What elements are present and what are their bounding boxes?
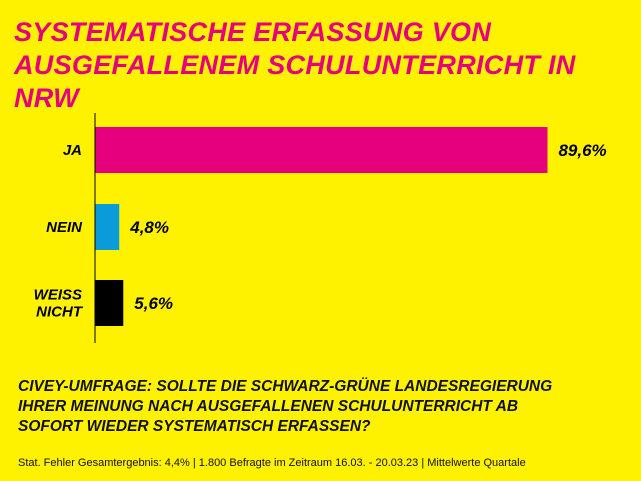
category-label-0: JA (63, 142, 82, 159)
title-line-1: SYSTEMATISCHE ERFASSUNG VON (14, 17, 492, 47)
question-line-2: IHRER MEINUNG NACH AUSGEFALLENEN SCHULUN… (18, 398, 519, 415)
bar-2 (95, 280, 124, 326)
value-label-1: 4,8% (129, 218, 169, 237)
footnote: Stat. Fehler Gesamtergebnis: 4,4% | 1.80… (18, 457, 526, 469)
category-label-2-1: NICHT (36, 304, 84, 321)
value-label-2: 5,6% (134, 294, 173, 313)
survey-question: CIVEY-UMFRAGE: SOLLTE DIE SCHWARZ-GRÜNE … (18, 377, 628, 437)
bar-1 (95, 204, 120, 250)
category-label-2-0: WEISS (34, 287, 82, 304)
bar-0 (95, 127, 548, 173)
question-line-3: SOFORT WIEDER SYSTEMATISCH ERFASSEN? (18, 418, 371, 435)
chart-title: SYSTEMATISCHE ERFASSUNG VON AUSGEFALLENE… (14, 16, 634, 115)
category-label-1: NEIN (46, 219, 83, 236)
value-label-0: 89,6% (558, 141, 606, 160)
title-line-2: AUSGEFALLENEM SCHULUNTERRICHT IN NRW (14, 50, 576, 113)
question-line-1: CIVEY-UMFRAGE: SOLLTE DIE SCHWARZ-GRÜNE … (18, 378, 553, 395)
